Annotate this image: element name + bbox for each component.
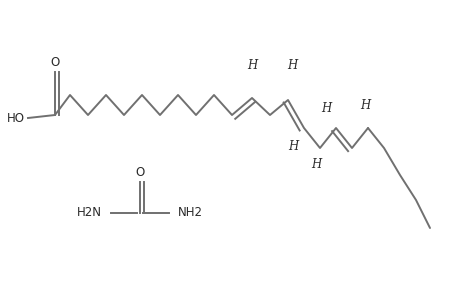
Text: O: O bbox=[50, 56, 60, 69]
Text: NH2: NH2 bbox=[178, 206, 202, 220]
Text: H2N: H2N bbox=[77, 206, 102, 220]
Text: H: H bbox=[359, 99, 369, 112]
Text: H: H bbox=[310, 158, 320, 171]
Text: HO: HO bbox=[7, 112, 25, 124]
Text: H: H bbox=[320, 102, 330, 115]
Text: H: H bbox=[246, 59, 257, 72]
Text: O: O bbox=[135, 166, 144, 179]
Text: H: H bbox=[286, 59, 297, 72]
Text: H: H bbox=[287, 140, 297, 153]
